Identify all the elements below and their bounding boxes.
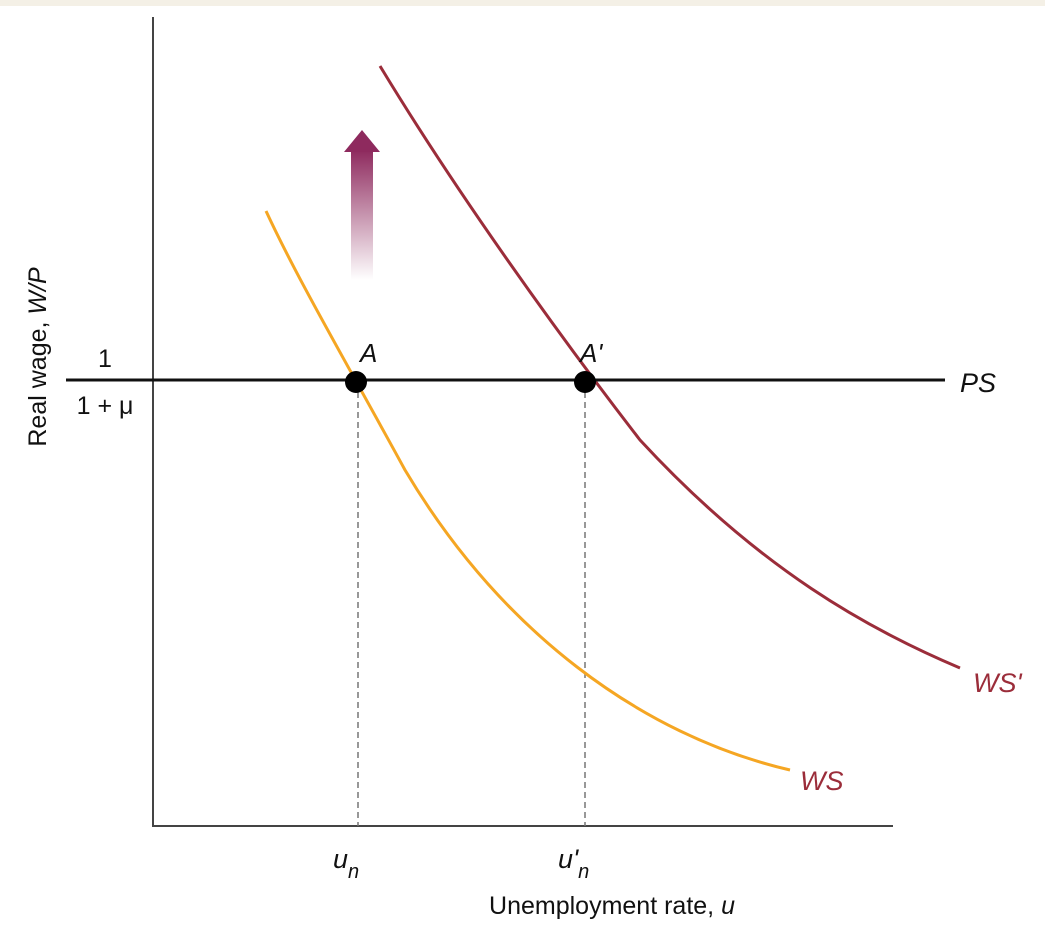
level-denominator: 1 + μ <box>77 392 134 420</box>
top-band <box>0 0 1045 6</box>
x-axis-title-text: Unemployment rate, <box>489 892 721 920</box>
tick-un-sub: n <box>348 861 359 883</box>
point-a-prime <box>574 371 596 393</box>
point-a-label: A <box>358 338 377 368</box>
y-axis-title-symbol: W/P <box>24 267 52 315</box>
point-a-prime-label: A' <box>578 338 603 368</box>
ps-label: PS <box>960 368 996 398</box>
x-axis-title-symbol: u <box>721 892 735 920</box>
tick-un-prime-sub: n <box>578 861 589 883</box>
ws-label: WS <box>800 766 844 796</box>
y-axis-title: Real wage, W/P <box>24 267 52 447</box>
ws-prime-curve <box>378 65 961 670</box>
tick-un-base: u <box>333 844 348 874</box>
tick-un: un <box>333 844 359 883</box>
ws-curve <box>264 210 791 772</box>
shift-arrow-icon <box>344 130 380 280</box>
ws-prime-label: WS' <box>973 668 1022 698</box>
level-numerator: 1 <box>98 345 112 373</box>
tick-un-prime: u'n <box>558 844 589 883</box>
point-a <box>345 371 367 393</box>
y-axis-title-text: Real wage, <box>24 315 52 447</box>
x-axis-title: Unemployment rate, u <box>489 892 735 920</box>
tick-un-prime-base: u' <box>558 844 579 874</box>
